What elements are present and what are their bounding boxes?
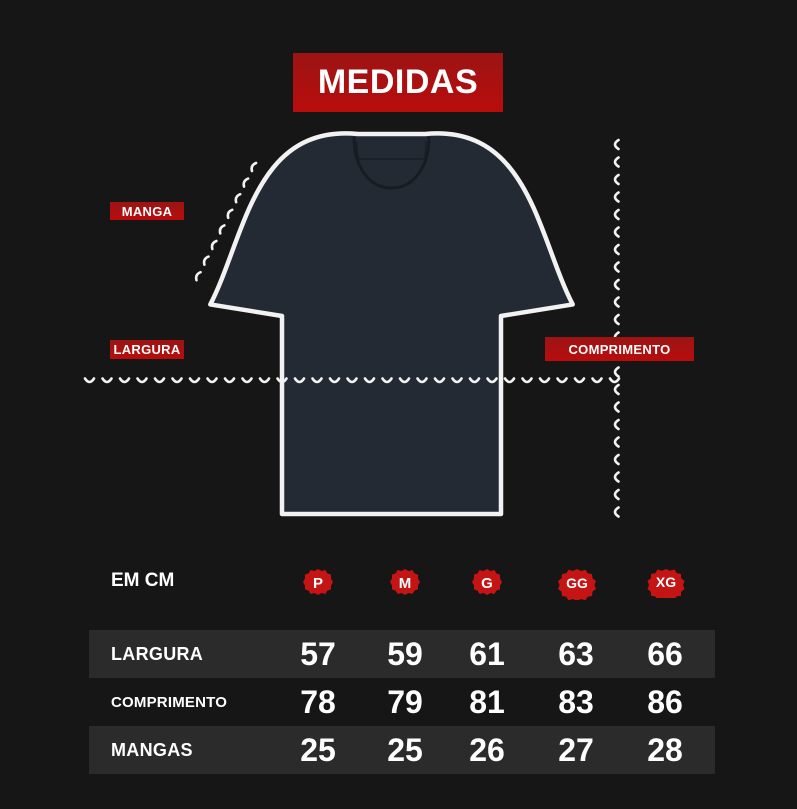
svg-text:GG: GG — [566, 575, 588, 591]
svg-text:G: G — [481, 575, 493, 592]
svg-text:P: P — [313, 575, 323, 592]
svg-text:XG: XG — [656, 574, 676, 590]
svg-text:M: M — [399, 575, 412, 592]
